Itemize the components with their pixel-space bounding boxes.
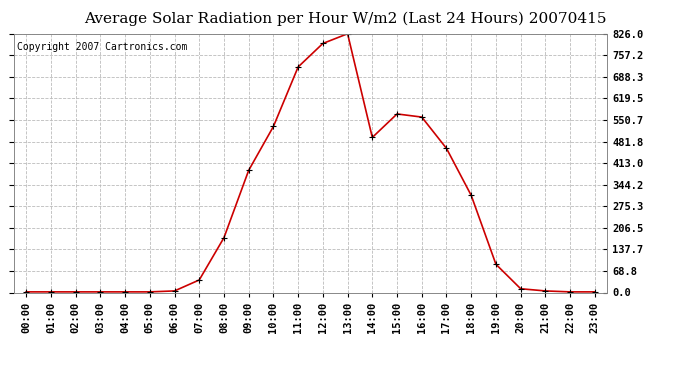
Text: Copyright 2007 Cartronics.com: Copyright 2007 Cartronics.com <box>17 42 187 51</box>
Text: Average Solar Radiation per Hour W/m2 (Last 24 Hours) 20070415: Average Solar Radiation per Hour W/m2 (L… <box>83 11 607 26</box>
